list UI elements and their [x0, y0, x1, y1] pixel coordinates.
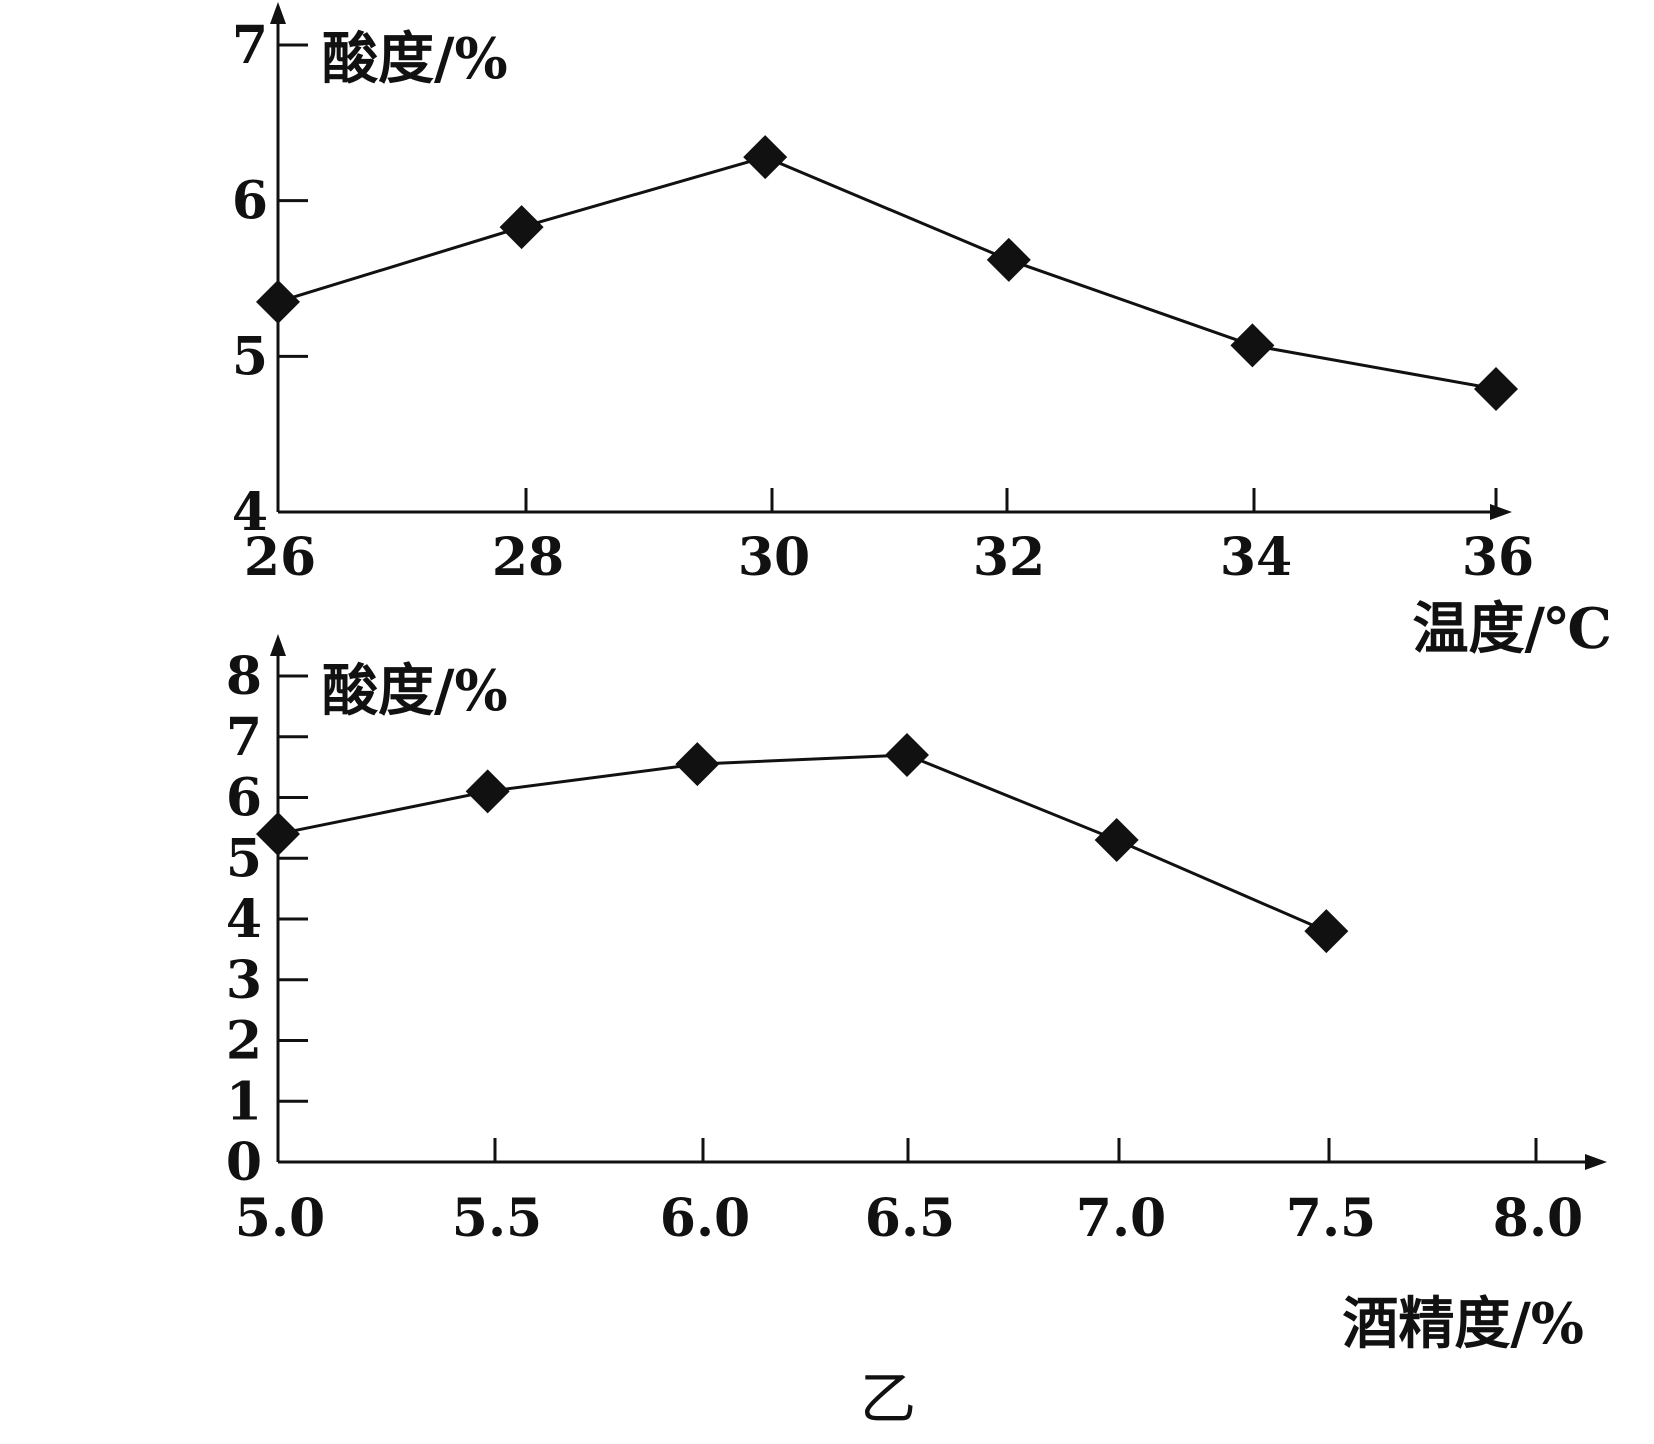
chart-2-y-tick-label: 1 — [226, 1071, 262, 1132]
chart-2-y-tick-label: 2 — [226, 1011, 262, 1072]
chart-2-data-point — [1304, 909, 1349, 954]
chart-2-data-point — [256, 811, 300, 856]
chart-2-y-axis-title: 酸度/% — [322, 658, 508, 724]
chart-1-x-axis-arrow — [1490, 504, 1512, 520]
chart-1-x-tick-label: 36 — [1462, 527, 1534, 588]
chart-2-series-line — [277, 753, 1327, 933]
chart-2-x-tick-label: 5.0 — [235, 1188, 325, 1249]
chart-1-y-tick-label: 4 — [232, 482, 268, 543]
chart-2-y-tick-label: 6 — [226, 768, 262, 829]
chart-2-x-tick-label: 7.5 — [1286, 1188, 1376, 1249]
chart-2-data-point — [885, 732, 929, 777]
chart-2-y-tick-label: 3 — [226, 950, 262, 1011]
chart-1-x-tick-label: 30 — [738, 527, 810, 588]
chart-2-y-tick-label: 8 — [226, 646, 262, 707]
chart-1-y-axis-title: 酸度/% — [322, 26, 508, 92]
chart-2-data-point — [465, 769, 510, 814]
chart-2-x-tick-label: 7.0 — [1076, 1188, 1166, 1249]
chart-1-data-point — [743, 135, 788, 180]
chart-1-x-tick-label: 28 — [492, 527, 564, 588]
chart-1-labels: 26 28 30 32 34 36 4 5 6 7 温度/℃ 酸度/% — [232, 15, 1612, 662]
chart-2-x-tick-label: 5.5 — [452, 1188, 542, 1249]
chart-1-series-line — [277, 155, 1497, 391]
figure-caption: 乙 — [860, 1367, 916, 1432]
chart-2-x-axis-title: 酒精度/% — [1342, 1291, 1584, 1357]
chart-1-data-point — [1474, 367, 1518, 412]
chart-1-data-point — [499, 205, 544, 250]
chart-1-data-point — [256, 279, 300, 324]
chart-1-data-point — [1230, 323, 1275, 368]
chart-1-marks — [256, 135, 1518, 412]
temperature-acidity-chart: 26 28 30 32 34 36 4 5 6 7 温度/℃ 酸度/% — [232, 2, 1612, 662]
chart-2-y-tick-label: 7 — [226, 707, 262, 768]
chart-2-x-tick-label: 6.0 — [660, 1188, 750, 1249]
chart-2-axes — [270, 634, 1607, 1170]
chart-1-axes — [270, 2, 1512, 520]
chart-1-y-axis-arrow — [270, 2, 286, 24]
chart-2-y-axis-arrow — [270, 634, 286, 656]
chart-2-y-tick-label: 0 — [226, 1132, 262, 1193]
chart-2-data-point — [1094, 818, 1139, 863]
chart-1-y-tick-label: 5 — [232, 326, 268, 387]
chart-1-x-tick-label: 32 — [973, 527, 1045, 588]
chart-1-x-tick-label: 34 — [1220, 527, 1292, 588]
chart-2-x-tick-label: 8.0 — [1493, 1188, 1583, 1249]
chart-1-x-axis-title: 温度/℃ — [1412, 596, 1612, 662]
chart-2-x-tick-label: 6.5 — [865, 1188, 955, 1249]
chart-1-x-tick-label: 26 — [244, 527, 316, 588]
chart-2-x-axis-arrow — [1585, 1154, 1607, 1170]
chart-1-data-point — [986, 237, 1031, 282]
chart-1-y-tick-label: 6 — [232, 171, 268, 232]
chart-1-y-tick-label: 7 — [232, 15, 268, 76]
chart-2-y-tick-label: 5 — [226, 828, 262, 889]
chart-2-marks — [256, 732, 1349, 954]
chart-2-y-tick-label: 4 — [226, 889, 262, 950]
chart-2-data-point — [675, 742, 720, 787]
